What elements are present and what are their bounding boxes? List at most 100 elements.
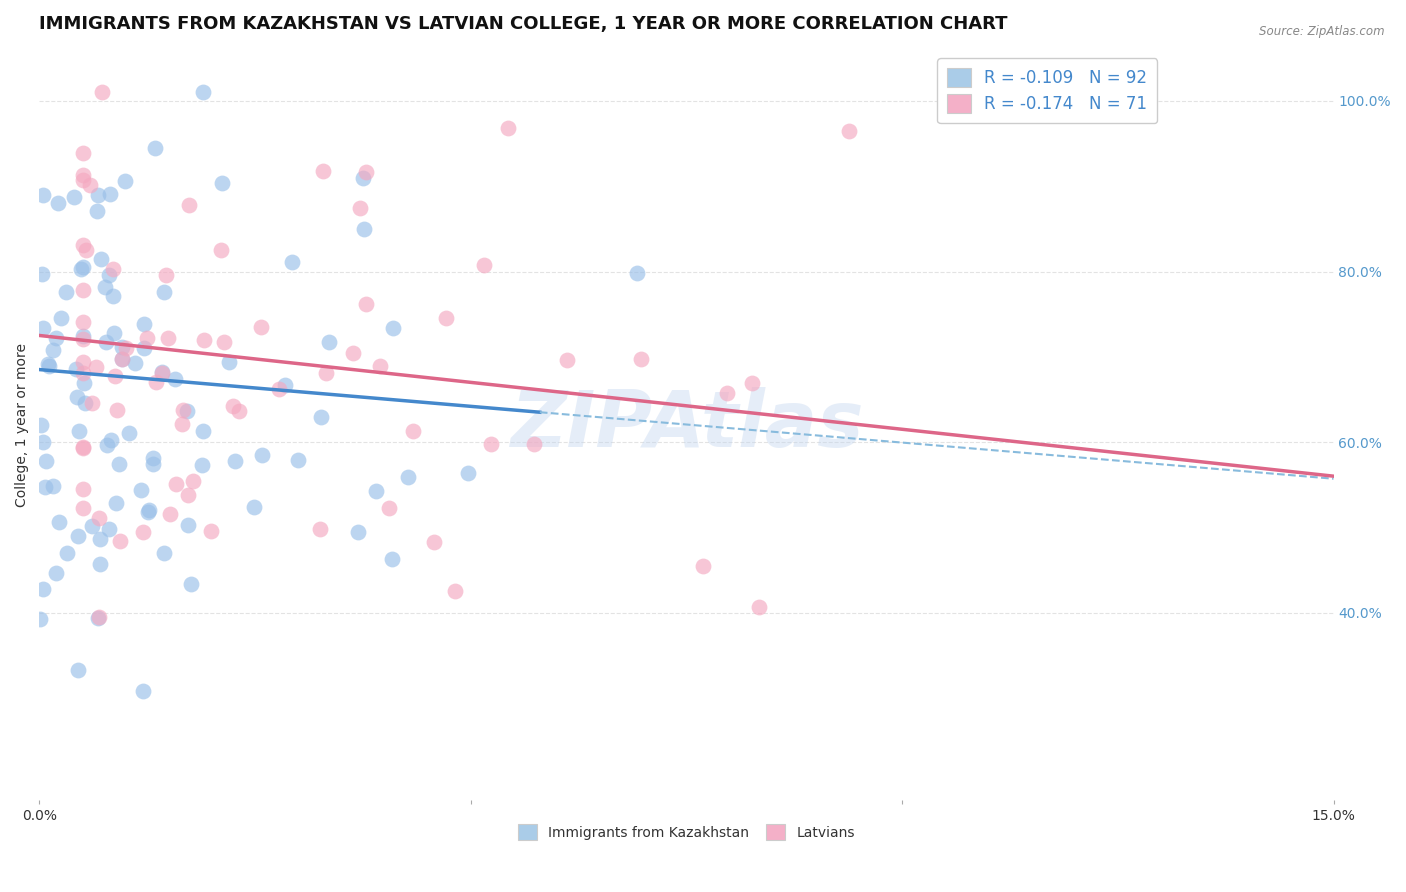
Point <box>354 297 377 311</box>
Point <box>98 522 121 536</box>
Point <box>402 424 425 438</box>
Point <box>423 535 446 549</box>
Point <box>111 351 134 366</box>
Point <box>626 266 648 280</box>
Point <box>143 141 166 155</box>
Legend: Immigrants from Kazakhstan, Latvians: Immigrants from Kazakhstan, Latvians <box>512 819 860 846</box>
Point <box>84 360 107 375</box>
Point <box>87 609 110 624</box>
Point <box>37 357 59 371</box>
Point <box>72 315 94 329</box>
Point <box>72 483 94 497</box>
Point <box>287 452 309 467</box>
Point <box>72 145 94 160</box>
Point <box>72 283 94 297</box>
Point <box>142 451 165 466</box>
Point <box>34 480 56 494</box>
Point <box>100 433 122 447</box>
Point <box>103 326 125 341</box>
Point <box>72 442 94 456</box>
Point <box>176 404 198 418</box>
Point <box>42 343 65 357</box>
Point <box>108 534 131 549</box>
Point <box>72 332 94 346</box>
Point <box>124 356 146 370</box>
Point <box>155 268 177 283</box>
Point <box>479 437 502 451</box>
Point <box>150 365 173 379</box>
Point <box>212 334 235 349</box>
Point <box>153 546 176 560</box>
Point <box>209 243 232 257</box>
Point <box>218 355 240 369</box>
Point <box>89 558 111 572</box>
Point <box>104 369 127 384</box>
Point <box>104 496 127 510</box>
Point <box>87 187 110 202</box>
Point <box>381 552 404 566</box>
Point <box>179 198 201 212</box>
Point <box>193 424 215 438</box>
Point <box>101 289 124 303</box>
Point <box>55 285 77 300</box>
Point <box>347 524 370 539</box>
Point <box>115 341 138 355</box>
Point <box>191 86 214 100</box>
Point <box>152 285 174 300</box>
Point <box>309 410 332 425</box>
Point <box>87 610 110 624</box>
Point <box>382 321 405 335</box>
Point <box>457 466 479 480</box>
Point <box>101 261 124 276</box>
Point <box>28 612 51 626</box>
Point <box>228 404 250 418</box>
Point <box>38 359 60 373</box>
Point <box>89 532 111 546</box>
Point <box>35 454 58 468</box>
Point <box>366 484 388 499</box>
Point <box>72 238 94 252</box>
Point <box>80 519 103 533</box>
Point <box>190 458 212 473</box>
Point <box>89 511 111 525</box>
Point <box>46 196 69 211</box>
Point <box>243 500 266 515</box>
Point <box>138 503 160 517</box>
Point <box>94 280 117 294</box>
Point <box>496 120 519 135</box>
Point <box>281 255 304 269</box>
Point <box>555 352 578 367</box>
Point <box>142 458 165 472</box>
Point <box>200 524 222 538</box>
Point <box>32 434 55 449</box>
Point <box>354 165 377 179</box>
Point <box>165 476 187 491</box>
Point <box>267 383 290 397</box>
Point <box>136 505 159 519</box>
Point <box>396 470 419 484</box>
Point <box>838 124 860 138</box>
Point <box>105 403 128 417</box>
Point <box>107 457 129 471</box>
Point <box>368 359 391 373</box>
Point <box>111 351 134 366</box>
Point <box>176 488 198 502</box>
Point <box>72 500 94 515</box>
Point <box>70 262 93 277</box>
Point <box>157 331 180 345</box>
Point <box>32 582 55 597</box>
Point <box>211 176 233 190</box>
Point <box>748 600 770 615</box>
Point <box>90 252 112 267</box>
Point <box>132 341 155 355</box>
Point <box>342 346 364 360</box>
Point <box>315 366 337 380</box>
Text: IMMIGRANTS FROM KAZAKHSTAN VS LATVIAN COLLEGE, 1 YEAR OR MORE CORRELATION CHART: IMMIGRANTS FROM KAZAKHSTAN VS LATVIAN CO… <box>39 15 1008 33</box>
Point <box>353 221 375 235</box>
Point <box>309 522 332 536</box>
Point <box>82 396 104 410</box>
Point <box>193 333 215 347</box>
Point <box>56 545 79 559</box>
Point <box>66 390 89 404</box>
Point <box>159 507 181 521</box>
